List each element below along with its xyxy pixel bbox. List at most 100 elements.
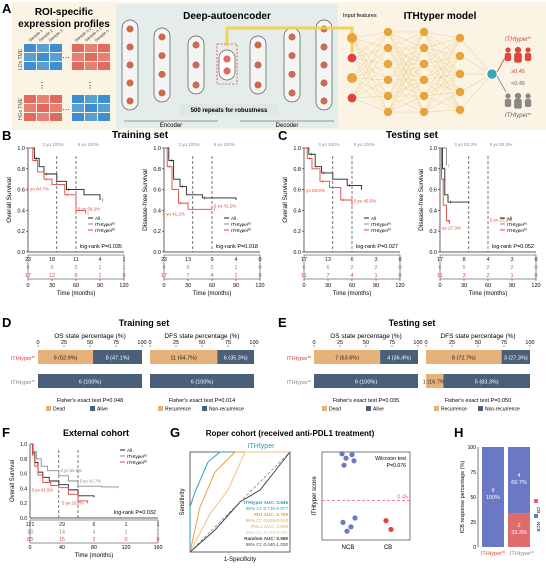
network-edge xyxy=(387,31,425,81)
person-body xyxy=(514,99,522,109)
risk-count: 17 xyxy=(161,273,167,279)
y-tick-label: 0.2 xyxy=(293,229,301,235)
x-tick-label: 0 xyxy=(424,340,427,346)
network-edge xyxy=(351,57,389,97)
roc-pdl1 xyxy=(189,451,290,553)
row-label: ITHtyperhi xyxy=(287,354,311,362)
person-body xyxy=(524,99,532,107)
x-tick-label: 100 xyxy=(413,340,422,346)
x-axis-label: 1-Specificity xyxy=(224,557,256,563)
legend-label: All xyxy=(371,216,376,221)
heatmap-cell xyxy=(98,53,110,61)
autoencoder-neuron xyxy=(319,60,329,70)
x-tick-label: 30 xyxy=(325,283,331,289)
autoencoder-neuron xyxy=(287,51,297,61)
autoencoder-neuron xyxy=(191,60,201,70)
network-edge xyxy=(423,95,461,111)
autoencoder-neuron xyxy=(157,88,167,98)
x-tick-label: 0 xyxy=(26,283,29,289)
x-tick-label: 25 xyxy=(61,340,67,346)
y-tick-label: 0.2 xyxy=(17,229,25,235)
bar-segment xyxy=(150,350,218,364)
legend-label: Recurrence xyxy=(165,407,191,413)
cb-point xyxy=(383,518,389,524)
panel-a-letter: A xyxy=(2,1,12,16)
y-axis-label: Overall Survival xyxy=(6,177,13,223)
legend-label: ITHtyperhi xyxy=(507,228,527,234)
y-tick-label: 50 xyxy=(470,495,476,501)
risk-count: 14 xyxy=(59,530,65,536)
bar-segment xyxy=(501,350,530,364)
risk-count: 0 xyxy=(258,273,261,279)
network-edge xyxy=(351,77,389,81)
x-tick-label: 90 xyxy=(97,283,103,289)
risk-count: 5 xyxy=(74,265,77,271)
y-tick-label: 0.6 xyxy=(153,188,161,194)
legend-label: Alive xyxy=(373,407,384,413)
network-neuron xyxy=(455,51,465,61)
landmark-annotation: 5 yo 41.2% xyxy=(214,203,237,208)
bar-label: 8 (72.7%) xyxy=(452,356,476,362)
auc-label: Random AUC: 0.588 xyxy=(244,536,288,541)
landmark-annotation: 3 yo 100% xyxy=(178,142,199,147)
risk-count: 0 xyxy=(534,273,537,279)
heatmap-cell xyxy=(24,53,36,61)
risk-count: 0 xyxy=(157,537,160,543)
bar-label: 100% xyxy=(486,495,500,501)
risk-count: 11 xyxy=(301,273,307,279)
bar-segment xyxy=(314,374,418,388)
x-tick-label: 120 xyxy=(531,283,540,289)
landmark-annotation: 3 yo 27.3% xyxy=(438,226,461,231)
risk-count: 2 xyxy=(374,265,377,271)
y-tick-label: 0.4 xyxy=(293,208,301,214)
roi-title-line1: ROI-specific xyxy=(35,7,94,18)
network-neuron xyxy=(347,73,357,83)
network-neuron xyxy=(346,52,358,64)
panel-f-title: External cohort xyxy=(63,428,129,438)
wilcoxon-label: Wilcoxon test xyxy=(375,456,406,462)
x-tick-label: 100 xyxy=(525,340,534,346)
risk-count: 5 xyxy=(210,265,213,271)
legend-label: ITHtyperlo xyxy=(127,454,147,460)
heatmap-cell xyxy=(98,95,110,103)
landmark-annotation: 3 yo 100% xyxy=(42,142,63,147)
x-tick-label: 100 xyxy=(137,340,146,346)
decoder-label: Decoder xyxy=(276,123,299,129)
x-tick-label: 50 xyxy=(87,340,93,346)
risk-count: 11 xyxy=(437,273,443,279)
risk-count: 1 xyxy=(98,265,101,271)
network-edge xyxy=(423,73,461,113)
risk-count: 11 xyxy=(73,257,79,263)
panel-b: B Training set 1.0 0.8 0.6 0.4 0.2 0.0 Overall… xyxy=(2,128,265,297)
bar-label: 8 (47.1%) xyxy=(106,356,130,362)
repeat-box xyxy=(180,104,278,115)
curve-all xyxy=(304,147,363,190)
network-edge xyxy=(387,47,425,113)
landmark-annotation: 5 yo 42.7% xyxy=(80,478,102,483)
heatmap-cell xyxy=(85,95,97,103)
heatmap-cell xyxy=(72,95,84,103)
risk-count: 6 xyxy=(326,265,329,271)
autoencoder-neuron xyxy=(319,42,329,52)
roi-title-line2: expression profiles xyxy=(18,19,110,30)
bar-label: 7 (63.6%) xyxy=(335,356,359,362)
risk-count: 4 xyxy=(350,273,353,279)
bar-header: OS state percentage (%) xyxy=(330,333,402,340)
network-edge xyxy=(423,31,461,75)
risk-table-box xyxy=(29,519,159,544)
heatmap-cell xyxy=(50,44,62,52)
x-tick-label: 60 xyxy=(349,283,355,289)
y-axis-label: ITHtyper score xyxy=(312,476,318,516)
legend-swatch xyxy=(46,406,51,411)
y-tick-label: 0.6 xyxy=(20,472,27,478)
bar-lo-ncb xyxy=(508,447,530,514)
network-neuron xyxy=(347,33,357,43)
landmark-annotation: 3 yo 41.2% xyxy=(162,211,185,216)
y-tick-label: 1.0 xyxy=(429,146,437,152)
bar-label: 1 (16.7%) xyxy=(423,380,447,386)
heatmap-cell xyxy=(50,95,62,103)
landmark-annotation: 3 yo 83.3% xyxy=(454,142,477,147)
output-lo-label: ITHtyperlo xyxy=(505,111,532,119)
legend-swatch xyxy=(534,514,538,518)
bar-segment xyxy=(217,350,254,364)
